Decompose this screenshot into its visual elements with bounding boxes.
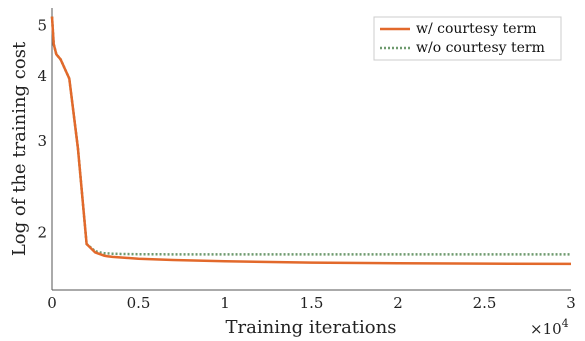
x-ticks: 0 0.5 1 1.5 2 2.5 3: [47, 294, 576, 312]
legend: w/ courtesy term w/o courtesy term: [373, 16, 562, 61]
x-tick-label: 0: [47, 294, 57, 312]
x-tick-label: 1: [220, 294, 230, 312]
axes: [51, 8, 571, 291]
x-tick-label: 2: [393, 294, 403, 312]
x-multiplier-base: ×10: [530, 320, 562, 338]
series-line-with-courtesy: [50, 16, 572, 266]
legend-label-no-courtesy: w/o courtesy term: [416, 40, 545, 56]
x-tick-label: 1.5: [300, 294, 324, 312]
x-multiplier-exp: 4: [562, 317, 569, 330]
y-tick-label: 3: [37, 132, 47, 150]
y-tick-label: 4: [37, 67, 47, 85]
x-axis-label: Training iterations: [226, 317, 397, 338]
x-tick-label: 0.5: [127, 294, 151, 312]
x-multiplier: ×104: [530, 317, 569, 338]
legend-box: [373, 16, 562, 61]
y-tick-label: 5: [37, 16, 47, 34]
y-ticks: 2 3 4 5: [37, 16, 47, 241]
x-tick-label: 2.5: [473, 294, 497, 312]
legend-label-courtesy: w/ courtesy term: [416, 21, 536, 37]
x-tick-label: 3: [566, 294, 576, 312]
y-tick-label: 2: [37, 223, 47, 241]
series-layer: [50, 16, 572, 266]
y-axis-label: Log of the training cost: [9, 41, 30, 256]
